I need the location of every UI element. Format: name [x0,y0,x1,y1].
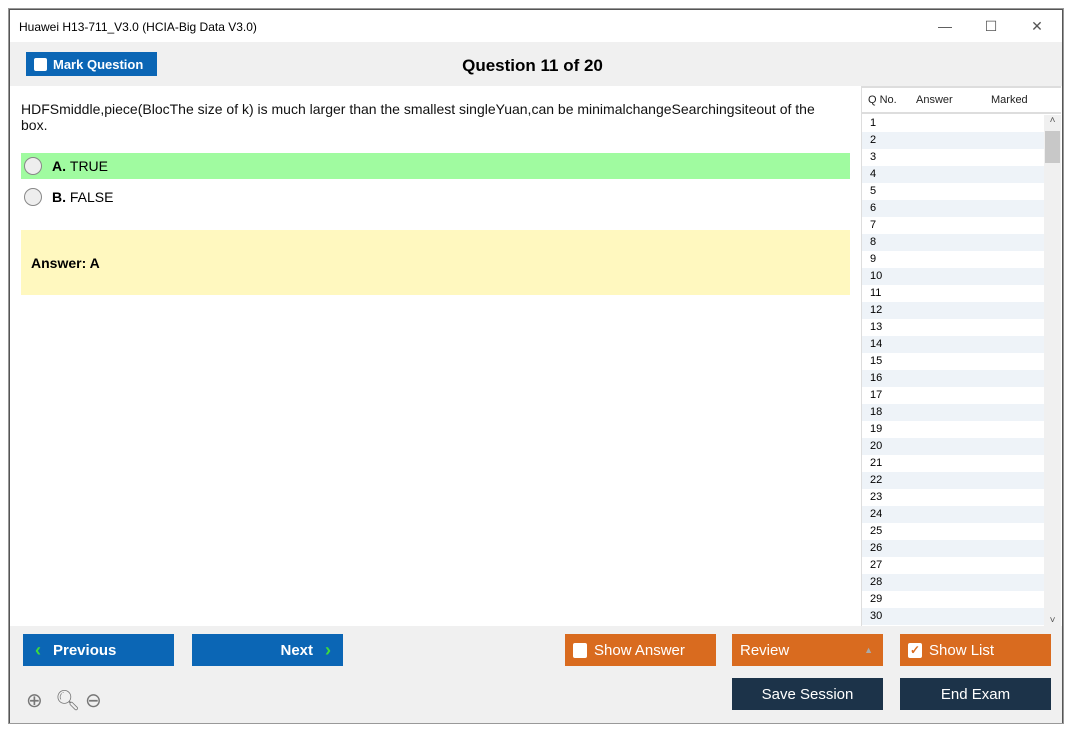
question-text: HDFSmiddle,piece(BlocThe size of k) is m… [21,101,815,133]
list-row[interactable]: 15 [870,355,883,367]
show-list-button[interactable]: ✓ Show List [900,634,1051,666]
triangle-up-icon: ▲ [864,645,873,655]
list-row[interactable]: 12 [862,302,1044,319]
list-row[interactable]: 7 [870,219,877,231]
list-row[interactable]: 11 [870,287,882,299]
mark-question-button[interactable]: Mark Question [26,52,157,76]
end-exam-button[interactable]: End Exam [900,678,1051,710]
list-row[interactable]: 22 [862,472,1044,489]
checkbox-icon [34,57,47,71]
checkbox-icon[interactable] [573,642,587,658]
previous-button[interactable]: ‹ Previous [23,634,174,666]
title-bar: Huawei H13-711_V3.0 (HCIA-Big Data V3.0)… [10,10,1062,42]
mark-question-label: Mark Question [53,56,144,72]
list-row[interactable]: 23 [870,491,883,503]
option-b[interactable]: B. FALSE [21,184,850,210]
review-label: Review [740,641,790,659]
bottom-bar: ‹ Previous Next › Show Answer Review ▲ ✓ Sho… [10,626,1062,723]
list-row[interactable]: 6 [862,200,1044,217]
answer-box: Answer: A [21,230,850,295]
question-panel: HDFSmiddle,piece(BlocThe size of k) is m… [10,86,859,626]
question-counter: Question 11 of 20 [462,56,603,75]
list-row[interactable]: 16 [862,370,1044,387]
list-row[interactable]: 21 [870,457,883,469]
option-letter: B. [52,189,66,205]
app-window: Huawei H13-711_V3.0 (HCIA-Big Data V3.0)… [9,9,1063,723]
option-text: TRUE [69,158,109,174]
minimize-button[interactable]: — [938,18,952,34]
scroll-up-icon[interactable]: ˄ [1049,115,1056,126]
maximize-button[interactable]: ☐ [984,18,998,34]
list-row[interactable]: 30 [862,608,1044,625]
review-dropdown[interactable]: Review ▲ [732,634,883,666]
radio-icon[interactable] [24,188,42,206]
list-row[interactable]: 8 [862,234,1044,251]
list-row[interactable]: 29 [870,593,883,605]
chevron-right-icon: › [325,639,331,660]
scrollbar[interactable]: ˄ ˅ [1044,115,1061,626]
list-row[interactable]: 18 [862,404,1044,421]
list-row[interactable]: 24 [862,506,1044,523]
zoom-in-icon[interactable]: ⊕ [26,690,43,712]
list-header: Q No. Answer Marked [862,86,1061,114]
list-row[interactable]: 25 [870,525,883,537]
header-answer: Answer [916,94,953,106]
list-row[interactable]: 9 [870,253,877,265]
previous-label: Previous [53,641,117,659]
option-text: FALSE [69,189,114,205]
scroll-down-icon[interactable]: ˅ [1049,615,1056,626]
header-marked: Marked [991,94,1028,106]
list-row[interactable]: 14 [862,336,1044,353]
show-answer-button[interactable]: Show Answer [565,634,716,666]
list-row[interactable]: 5 [870,185,877,197]
close-button[interactable]: ✕ [1031,18,1043,34]
next-button[interactable]: Next › [192,634,343,666]
list-row[interactable]: 20 [862,438,1044,455]
list-row[interactable]: 13 [870,321,883,333]
zoom-out-icon[interactable]: ⊖ [85,690,102,712]
list-row[interactable]: 4 [862,166,1044,183]
option-letter: A. [52,158,66,174]
list-row[interactable]: 26 [862,540,1044,557]
option-a[interactable]: A. TRUE [21,153,850,179]
chevron-left-icon: ‹ [35,639,41,660]
list-row[interactable]: 17 [870,389,883,401]
header-qno: Q No. [868,94,897,106]
list-row[interactable]: 28 [862,574,1044,591]
show-answer-label: Show Answer [594,641,685,659]
question-list: Q No. Answer Marked 1 2 3 4 5 6 7 8 9 10 11 12 13 14 1… [861,86,1061,626]
list-row[interactable]: 2 [862,132,1044,149]
next-label: Next [280,641,313,659]
window-title: Huawei H13-711_V3.0 (HCIA-Big Data V3.0) [19,20,257,34]
list-row[interactable]: 19 [870,423,883,435]
scrollbar-thumb[interactable] [1045,131,1060,163]
radio-icon[interactable] [24,157,42,175]
list-row[interactable]: 1 [870,117,877,129]
zoom-reset-icon[interactable]: 🔍︎ [55,690,81,712]
list-row[interactable]: 10 [862,268,1044,285]
list-rows: 1 2 3 4 5 6 7 8 9 10 11 12 13 14 15 16 17 18 19 20 21 22 23 24 2… [862,115,1044,625]
checkmark-icon[interactable]: ✓ [908,642,922,658]
toolbar: Question 11 of 20 Mark Question [10,42,1062,86]
show-list-label: Show List [929,641,995,659]
list-row[interactable]: 27 [870,559,883,571]
save-session-button[interactable]: Save Session [732,678,883,710]
list-row[interactable]: 3 [870,151,877,163]
